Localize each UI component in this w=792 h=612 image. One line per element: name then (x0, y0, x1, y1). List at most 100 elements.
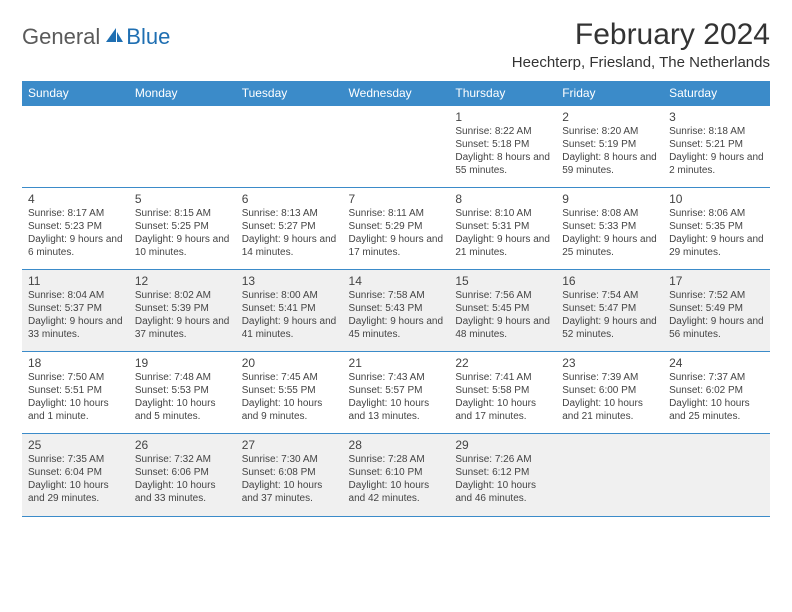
day-cell (663, 434, 770, 516)
day-cell: 23Sunrise: 7:39 AMSunset: 6:00 PMDayligh… (556, 352, 663, 434)
day-cell: 15Sunrise: 7:56 AMSunset: 5:45 PMDayligh… (449, 270, 556, 352)
sunset-text: Sunset: 5:18 PM (455, 138, 550, 151)
calendar-header-row: Sunday Monday Tuesday Wednesday Thursday… (22, 81, 770, 106)
bottom-rule (22, 516, 770, 517)
day-cell: 13Sunrise: 8:00 AMSunset: 5:41 PMDayligh… (236, 270, 343, 352)
week-row: 11Sunrise: 8:04 AMSunset: 5:37 PMDayligh… (22, 270, 770, 352)
day-info: Sunrise: 7:37 AMSunset: 6:02 PMDaylight:… (669, 371, 764, 423)
day-cell: 16Sunrise: 7:54 AMSunset: 5:47 PMDayligh… (556, 270, 663, 352)
day-number: 13 (242, 274, 337, 288)
sunset-text: Sunset: 5:55 PM (242, 384, 337, 397)
week-row: 4Sunrise: 8:17 AMSunset: 5:23 PMDaylight… (22, 188, 770, 270)
week-row: 18Sunrise: 7:50 AMSunset: 5:51 PMDayligh… (22, 352, 770, 434)
sunset-text: Sunset: 5:49 PM (669, 302, 764, 315)
sunrise-text: Sunrise: 7:58 AM (349, 289, 444, 302)
sunrise-text: Sunrise: 7:56 AM (455, 289, 550, 302)
day-cell (129, 106, 236, 188)
day-cell: 24Sunrise: 7:37 AMSunset: 6:02 PMDayligh… (663, 352, 770, 434)
sunset-text: Sunset: 6:06 PM (135, 466, 230, 479)
day-cell: 9Sunrise: 8:08 AMSunset: 5:33 PMDaylight… (556, 188, 663, 270)
daylight-text: Daylight: 10 hours and 1 minute. (28, 397, 123, 423)
day-info: Sunrise: 7:56 AMSunset: 5:45 PMDaylight:… (455, 289, 550, 341)
sunrise-text: Sunrise: 8:10 AM (455, 207, 550, 220)
sunrise-text: Sunrise: 8:08 AM (562, 207, 657, 220)
day-info: Sunrise: 8:04 AMSunset: 5:37 PMDaylight:… (28, 289, 123, 341)
day-info: Sunrise: 7:26 AMSunset: 6:12 PMDaylight:… (455, 453, 550, 505)
logo: General Blue (22, 24, 170, 50)
day-header: Friday (556, 81, 663, 106)
day-info: Sunrise: 7:58 AMSunset: 5:43 PMDaylight:… (349, 289, 444, 341)
day-cell: 28Sunrise: 7:28 AMSunset: 6:10 PMDayligh… (343, 434, 450, 516)
daylight-text: Daylight: 10 hours and 9 minutes. (242, 397, 337, 423)
day-cell: 10Sunrise: 8:06 AMSunset: 5:35 PMDayligh… (663, 188, 770, 270)
day-cell: 19Sunrise: 7:48 AMSunset: 5:53 PMDayligh… (129, 352, 236, 434)
logo-text-general: General (22, 24, 100, 50)
day-info: Sunrise: 7:52 AMSunset: 5:49 PMDaylight:… (669, 289, 764, 341)
day-cell: 2Sunrise: 8:20 AMSunset: 5:19 PMDaylight… (556, 106, 663, 188)
sunset-text: Sunset: 5:45 PM (455, 302, 550, 315)
sunset-text: Sunset: 5:58 PM (455, 384, 550, 397)
day-cell: 5Sunrise: 8:15 AMSunset: 5:25 PMDaylight… (129, 188, 236, 270)
day-cell: 25Sunrise: 7:35 AMSunset: 6:04 PMDayligh… (22, 434, 129, 516)
sunset-text: Sunset: 5:35 PM (669, 220, 764, 233)
day-info: Sunrise: 7:30 AMSunset: 6:08 PMDaylight:… (242, 453, 337, 505)
sunset-text: Sunset: 5:31 PM (455, 220, 550, 233)
week-row: 25Sunrise: 7:35 AMSunset: 6:04 PMDayligh… (22, 434, 770, 516)
sunset-text: Sunset: 6:00 PM (562, 384, 657, 397)
day-cell: 7Sunrise: 8:11 AMSunset: 5:29 PMDaylight… (343, 188, 450, 270)
sunrise-text: Sunrise: 8:06 AM (669, 207, 764, 220)
day-info: Sunrise: 8:02 AMSunset: 5:39 PMDaylight:… (135, 289, 230, 341)
day-cell: 20Sunrise: 7:45 AMSunset: 5:55 PMDayligh… (236, 352, 343, 434)
day-cell (236, 106, 343, 188)
day-info: Sunrise: 8:08 AMSunset: 5:33 PMDaylight:… (562, 207, 657, 259)
sunrise-text: Sunrise: 8:13 AM (242, 207, 337, 220)
day-cell: 8Sunrise: 8:10 AMSunset: 5:31 PMDaylight… (449, 188, 556, 270)
sunset-text: Sunset: 5:27 PM (242, 220, 337, 233)
day-header: Thursday (449, 81, 556, 106)
day-cell: 26Sunrise: 7:32 AMSunset: 6:06 PMDayligh… (129, 434, 236, 516)
sunrise-text: Sunrise: 7:30 AM (242, 453, 337, 466)
day-info: Sunrise: 7:39 AMSunset: 6:00 PMDaylight:… (562, 371, 657, 423)
month-title: February 2024 (512, 18, 770, 52)
daylight-text: Daylight: 10 hours and 17 minutes. (455, 397, 550, 423)
day-number: 27 (242, 438, 337, 452)
day-info: Sunrise: 8:11 AMSunset: 5:29 PMDaylight:… (349, 207, 444, 259)
day-number: 25 (28, 438, 123, 452)
sunrise-text: Sunrise: 7:54 AM (562, 289, 657, 302)
day-info: Sunrise: 7:35 AMSunset: 6:04 PMDaylight:… (28, 453, 123, 505)
day-info: Sunrise: 7:45 AMSunset: 5:55 PMDaylight:… (242, 371, 337, 423)
title-block: February 2024 Heechterp, Friesland, The … (512, 18, 770, 71)
sunset-text: Sunset: 6:02 PM (669, 384, 764, 397)
daylight-text: Daylight: 9 hours and 29 minutes. (669, 233, 764, 259)
sunrise-text: Sunrise: 7:52 AM (669, 289, 764, 302)
day-info: Sunrise: 8:13 AMSunset: 5:27 PMDaylight:… (242, 207, 337, 259)
sunrise-text: Sunrise: 8:18 AM (669, 125, 764, 138)
day-info: Sunrise: 7:50 AMSunset: 5:51 PMDaylight:… (28, 371, 123, 423)
sunrise-text: Sunrise: 8:22 AM (455, 125, 550, 138)
day-info: Sunrise: 8:10 AMSunset: 5:31 PMDaylight:… (455, 207, 550, 259)
day-info: Sunrise: 8:06 AMSunset: 5:35 PMDaylight:… (669, 207, 764, 259)
day-info: Sunrise: 8:15 AMSunset: 5:25 PMDaylight:… (135, 207, 230, 259)
daylight-text: Daylight: 10 hours and 21 minutes. (562, 397, 657, 423)
week-row: 1Sunrise: 8:22 AMSunset: 5:18 PMDaylight… (22, 106, 770, 188)
sunrise-text: Sunrise: 8:11 AM (349, 207, 444, 220)
day-cell: 18Sunrise: 7:50 AMSunset: 5:51 PMDayligh… (22, 352, 129, 434)
day-cell: 4Sunrise: 8:17 AMSunset: 5:23 PMDaylight… (22, 188, 129, 270)
day-cell: 17Sunrise: 7:52 AMSunset: 5:49 PMDayligh… (663, 270, 770, 352)
daylight-text: Daylight: 9 hours and 10 minutes. (135, 233, 230, 259)
day-cell: 14Sunrise: 7:58 AMSunset: 5:43 PMDayligh… (343, 270, 450, 352)
day-number: 29 (455, 438, 550, 452)
sunrise-text: Sunrise: 7:28 AM (349, 453, 444, 466)
day-info: Sunrise: 8:22 AMSunset: 5:18 PMDaylight:… (455, 125, 550, 177)
day-number: 12 (135, 274, 230, 288)
day-cell: 21Sunrise: 7:43 AMSunset: 5:57 PMDayligh… (343, 352, 450, 434)
day-cell: 27Sunrise: 7:30 AMSunset: 6:08 PMDayligh… (236, 434, 343, 516)
day-number: 16 (562, 274, 657, 288)
day-number: 23 (562, 356, 657, 370)
day-info: Sunrise: 8:18 AMSunset: 5:21 PMDaylight:… (669, 125, 764, 177)
sunrise-text: Sunrise: 7:35 AM (28, 453, 123, 466)
sunset-text: Sunset: 5:51 PM (28, 384, 123, 397)
day-info: Sunrise: 8:20 AMSunset: 5:19 PMDaylight:… (562, 125, 657, 177)
day-number: 28 (349, 438, 444, 452)
daylight-text: Daylight: 10 hours and 46 minutes. (455, 479, 550, 505)
